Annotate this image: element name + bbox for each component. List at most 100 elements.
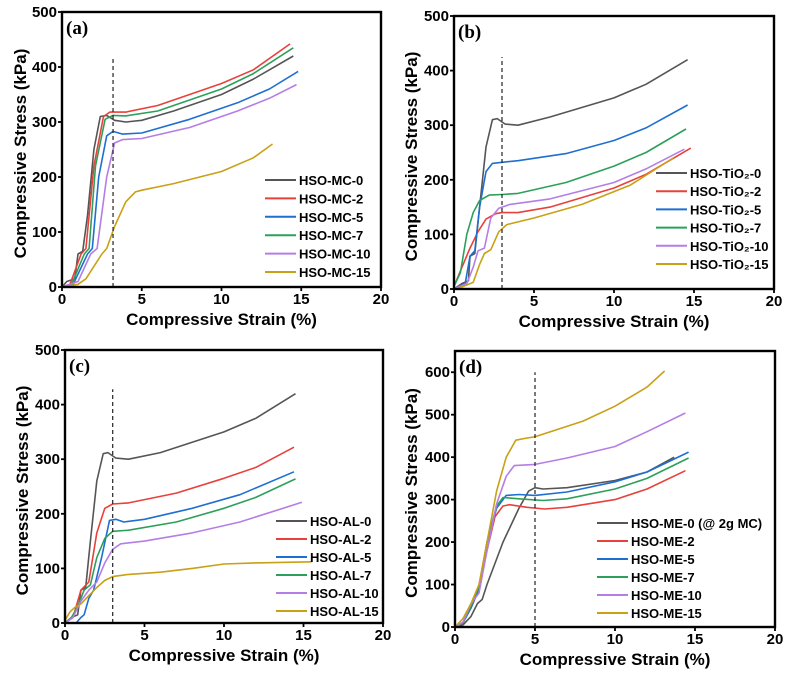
legend-entry: HSO-AL-7 [310,568,371,583]
y-tick-label: 0 [442,619,450,636]
y-tick-label: 500 [32,4,57,21]
x-tick-label: 15 [686,293,703,310]
legend-entry: HSO-TiO₂-15 [690,257,769,272]
y-tick-label: 500 [35,342,60,359]
legend-entry: HSO-TiO₂-0 [690,166,761,181]
series-line [453,59,689,290]
y-tick-label: 600 [425,364,450,381]
panel-label: (c) [69,356,90,377]
legend-entry: HSO-MC-0 [299,173,363,188]
legend-entry: HSO-MC-2 [299,191,363,206]
x-tick-label: 15 [293,291,310,308]
x-tick-label: 20 [766,293,783,310]
y-tick-label: 400 [35,397,60,414]
y-tick-label: 500 [424,8,449,25]
y-tick-label: 300 [32,114,57,131]
legend-entry: HSO-ME-2 [631,534,695,549]
y-tick-label: 0 [49,279,57,296]
y-tick-label: 400 [425,449,450,466]
x-tick-label: 10 [606,293,623,310]
x-tick-label: 10 [607,631,624,648]
y-axis-label: Compressive Stress (kPa) [13,386,32,596]
x-tick-label: 0 [450,293,458,310]
x-tick-label: 0 [451,631,459,648]
y-tick-label: 300 [35,451,60,468]
y-axis-label: Compressive Stress (kPa) [402,388,421,598]
panel-label: (b) [458,22,481,43]
y-tick-label: 200 [425,534,450,551]
legend: HSO-TiO₂-0 HSO-TiO₂-2 HSO-TiO₂-5 HSO-TiO₂-7… [656,166,769,272]
series-line [61,43,291,288]
x-tick-label: 5 [140,627,148,644]
series-line [453,128,687,287]
x-tick-label: 5 [530,293,538,310]
x-axis-label: Compressive Strain (%) [519,312,710,331]
x-tick-label: 0 [61,627,69,644]
panel-label: (a) [66,18,88,39]
series-line [64,561,312,621]
y-tick-label: 200 [32,169,57,186]
series-line [64,478,296,624]
series-line [64,446,295,624]
y-axis-label: Compressive Stress (kPa) [11,49,30,259]
legend: HSO-MC-0 HSO-MC-2 HSO-MC-5 HSO-MC-7 HSO-MC-1… [265,173,371,280]
x-tick-label: 5 [138,291,146,308]
x-tick-label: 10 [213,291,230,308]
legend: HSO-ME-0 (@ 2g MC) HSO-ME-2 HSO-ME-5 HSO-ME… [597,516,762,621]
legend-entry: HSO-TiO₂-2 [690,184,761,199]
y-tick-label: 400 [32,59,57,76]
series-line [454,456,675,628]
x-tick-label: 15 [295,627,312,644]
y-tick-label: 100 [425,577,450,594]
x-tick-label: 20 [767,631,784,648]
legend-entry: HSO-MC-15 [299,265,371,280]
legend-entry: HSO-ME-10 [631,588,702,603]
series-line [64,393,296,624]
y-tick-label: 200 [424,172,449,189]
y-tick-label: 0 [52,615,60,632]
series-line [454,457,689,628]
x-tick-label: 20 [375,627,392,644]
series-line [453,104,688,290]
x-tick-label: 20 [373,291,390,308]
y-tick-label: 300 [425,492,450,509]
legend-entry: HSO-TiO₂-7 [690,221,761,236]
legend-entry: HSO-AL-10 [310,586,379,601]
series-line [454,451,689,628]
legend-entry: HSO-MC-7 [299,228,363,243]
x-axis-label: Compressive Strain (%) [126,310,317,329]
legend-entry: HSO-ME-15 [631,606,702,621]
y-tick-label: 200 [35,506,60,523]
y-tick-label: 100 [32,224,57,241]
y-tick-label: 100 [424,226,449,243]
x-axis-label: Compressive Strain (%) [520,650,711,669]
series-line [453,148,685,290]
y-tick-label: 0 [441,281,449,298]
y-tick-label: 400 [424,63,449,80]
y-axis-label: Compressive Stress (kPa) [402,52,421,262]
x-tick-label: 10 [216,627,233,644]
x-axis-label: Compressive Strain (%) [129,646,320,665]
legend-entry: HSO-MC-10 [299,247,371,262]
x-tick-label: 0 [58,291,66,308]
series-line [61,143,273,288]
y-tick-label: 500 [425,407,450,424]
legend: HSO-AL-0 HSO-AL-2 HSO-AL-5 HSO-AL-7 HSO-AL-1… [276,514,379,619]
y-tick-label: 300 [424,117,449,134]
y-tick-label: 100 [35,560,60,577]
legend-entry: HSO-ME-0 (@ 2g MC) [631,516,762,531]
x-tick-label: 5 [531,631,539,648]
series-line [61,55,294,288]
series-line [454,370,666,628]
series-line [61,47,294,288]
legend-entry: HSO-AL-2 [310,532,371,547]
x-tick-label: 15 [687,631,704,648]
legend-entry: HSO-AL-5 [310,550,371,565]
legend-entry: HSO-MC-5 [299,210,363,225]
series-line [453,157,674,290]
